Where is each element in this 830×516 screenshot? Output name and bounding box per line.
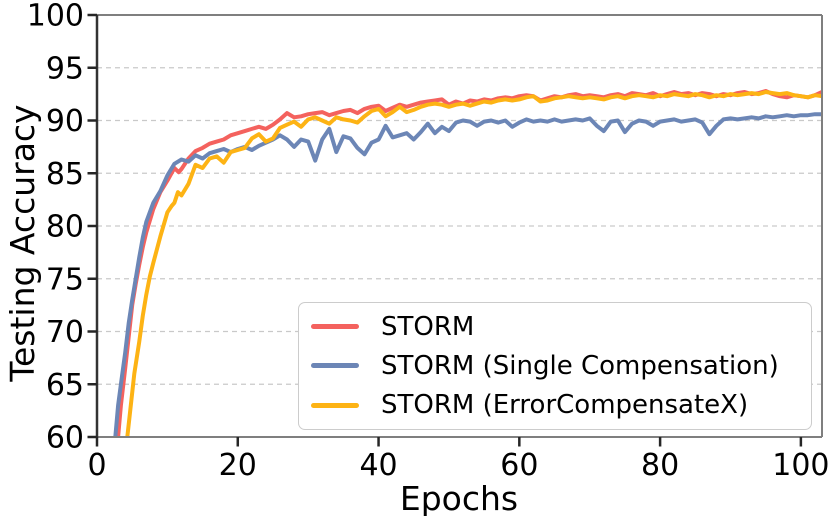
legend-line-swatch-errorcompensatex	[311, 402, 359, 408]
data-series	[113, 89, 822, 437]
legend-item-storm-single-compensation: STORM (Single Compensation)	[311, 347, 811, 385]
axis-ticks	[87, 13, 803, 447]
y-tick-label: 80	[46, 210, 84, 245]
y-tick-label: 95	[46, 51, 84, 86]
legend-item-storm: STORM	[311, 308, 811, 346]
x-tick-label: 40	[359, 448, 397, 483]
x-tick-label: 0	[87, 448, 106, 483]
legend-label-single-compensation: STORM (Single Compensation)	[381, 350, 779, 381]
y-tick-label: 90	[46, 104, 84, 139]
legend-item-storm-errorcompensatex: STORM (ErrorCompensateX)	[311, 386, 811, 424]
y-axis-label: Testing Accuracy	[3, 104, 42, 382]
y-tick-label: 70	[46, 315, 84, 350]
x-tick-label: 100	[772, 448, 829, 483]
x-tick-label: 60	[500, 448, 538, 483]
y-tick-label: 85	[46, 157, 84, 192]
legend: STORM STORM (Single Compensation) STORM …	[298, 302, 812, 430]
y-tick-label: 100	[27, 0, 84, 34]
x-axis-label: Epochs	[400, 479, 518, 516]
axis-tick-labels: 0 20 40 60 80 100 60 65 70 75 80 85 90 95 100	[27, 0, 830, 483]
legend-label-errorcompensatex: STORM (ErrorCompensateX)	[381, 390, 749, 421]
y-tick-label: 60	[46, 421, 84, 456]
series-line-1	[113, 112, 822, 437]
series-line-2	[125, 90, 822, 437]
x-tick-label: 20	[219, 448, 257, 483]
legend-label-storm: STORM	[381, 311, 475, 342]
x-tick-label: 80	[641, 448, 679, 483]
legend-line-swatch-storm	[311, 324, 359, 330]
y-tick-label: 75	[46, 262, 84, 297]
y-tick-label: 65	[46, 368, 84, 403]
legend-line-swatch-single-compensation	[311, 363, 359, 369]
